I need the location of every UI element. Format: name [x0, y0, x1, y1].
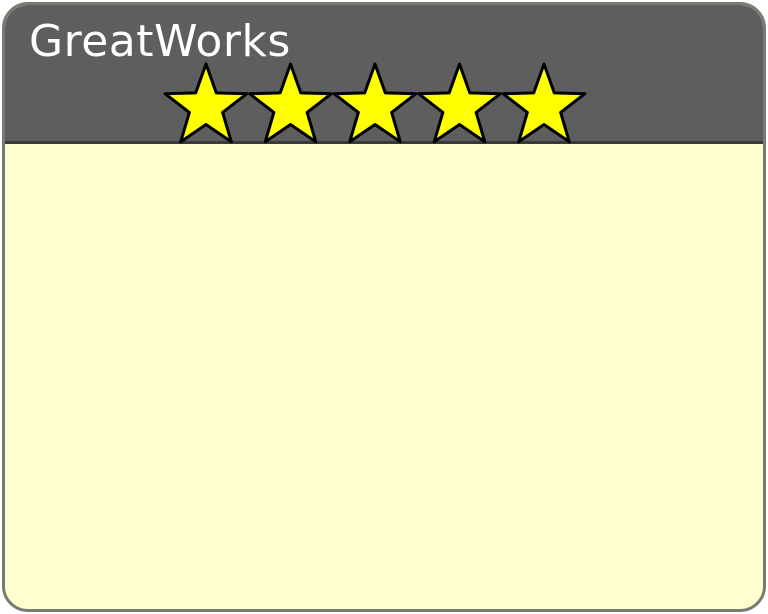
star-icon[interactable]	[163, 62, 249, 144]
star-rating[interactable]	[160, 61, 590, 145]
star-icon[interactable]	[332, 62, 418, 144]
window-title: GreatWorks	[29, 16, 291, 67]
star-icon[interactable]	[248, 62, 333, 144]
star-rating-graphic	[163, 62, 587, 144]
star-icon[interactable]	[417, 62, 502, 144]
star-icon[interactable]	[501, 62, 587, 144]
